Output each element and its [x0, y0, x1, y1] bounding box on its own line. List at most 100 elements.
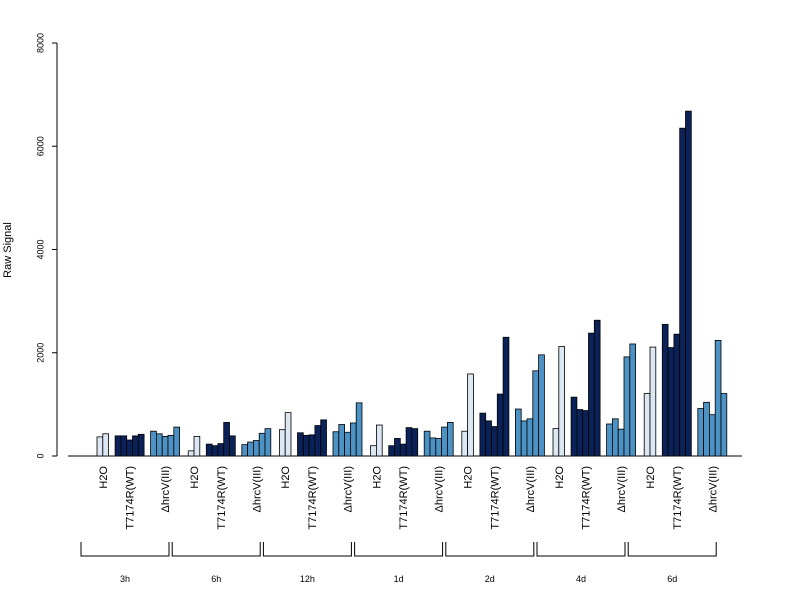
- bar: [161, 435, 169, 457]
- bar: [126, 439, 133, 457]
- bar: [558, 346, 565, 457]
- condition-label: ΔhrcV(III): [251, 466, 263, 512]
- bar: [258, 432, 266, 457]
- bar: [308, 434, 316, 457]
- condition-label: T7174R(WT): [125, 466, 137, 530]
- bar: [576, 409, 584, 457]
- bar: [241, 444, 249, 457]
- timepoint-brackets: 3h 6h 12h 1d 2d 4d 6d: [80, 542, 717, 584]
- condition-label: H2O: [280, 466, 292, 489]
- bar: [461, 430, 468, 457]
- bar: [673, 333, 681, 457]
- timepoint-label: 3h: [120, 574, 130, 584]
- condition-label: T7174R(WT): [489, 466, 501, 530]
- bar: [467, 373, 474, 457]
- bar: [515, 408, 522, 457]
- bar: [502, 336, 510, 457]
- condition-label: H2O: [463, 466, 475, 489]
- condition-label: T7174R(WT): [307, 466, 319, 530]
- bar: [588, 332, 595, 457]
- timepoint-bracket: [354, 542, 444, 557]
- bar: [629, 343, 636, 457]
- bar: [623, 356, 631, 457]
- bar: [405, 427, 413, 457]
- condition-label: ΔhrcV(III): [343, 466, 355, 512]
- bar: [532, 370, 539, 457]
- bar: [332, 431, 340, 457]
- bar: [155, 433, 163, 457]
- condition-label: H2O: [98, 466, 110, 489]
- timepoint-label: 2d: [485, 574, 495, 584]
- bar: [643, 393, 651, 457]
- bar: [284, 412, 292, 457]
- bar: [649, 346, 657, 457]
- bar: [96, 436, 104, 457]
- bar: [485, 420, 492, 457]
- bar: [264, 428, 272, 457]
- bar: [714, 339, 722, 457]
- bar: [355, 402, 363, 457]
- y-tick-label: 6000: [35, 136, 45, 156]
- bar: [223, 422, 230, 457]
- condition-label: ΔhrcV(III): [616, 466, 628, 512]
- bar: [167, 434, 175, 457]
- bar: [344, 431, 351, 457]
- bar: [394, 438, 401, 457]
- timepoint-bracket: [445, 542, 535, 557]
- bar: [388, 445, 395, 457]
- bar: [582, 410, 589, 457]
- bar: [187, 450, 195, 457]
- bar: [479, 412, 487, 457]
- bar: [617, 428, 625, 457]
- condition-label: H2O: [189, 466, 201, 489]
- bar: [526, 418, 534, 457]
- bar: [247, 441, 254, 457]
- timepoint-label: 12h: [300, 574, 315, 584]
- bar: [538, 354, 545, 457]
- timepoint-label: 4d: [576, 574, 586, 584]
- bar: [411, 428, 419, 457]
- bar: [552, 428, 560, 457]
- bar: [297, 432, 304, 457]
- bar: [593, 319, 601, 457]
- bar: [520, 420, 528, 457]
- bar: [399, 443, 407, 457]
- bar: [570, 396, 578, 457]
- bar: [496, 393, 504, 457]
- condition-label: ΔhrcV(III): [160, 466, 172, 512]
- bar: [150, 430, 157, 457]
- y-tick-label: 2000: [35, 343, 45, 363]
- y-axis: 0 2000 4000 6000 8000: [35, 33, 58, 459]
- bar: [697, 408, 704, 457]
- bar: [661, 323, 669, 457]
- bar: [423, 430, 431, 457]
- bar: [667, 347, 675, 457]
- condition-label: H2O: [554, 466, 566, 489]
- bar: [102, 433, 110, 457]
- bar: [314, 425, 322, 457]
- y-axis-label: Raw Signal: [2, 222, 14, 278]
- condition-label: T7174R(WT): [398, 466, 410, 530]
- timepoint-label: 1d: [394, 574, 404, 584]
- timepoint-bracket: [80, 542, 170, 557]
- bar: [205, 443, 213, 457]
- condition-labels: H2O T7174R(WT) ΔhrcV(III) H2O T7174R(WT) Δhrc…: [98, 466, 719, 530]
- timepoint-bracket: [171, 542, 261, 557]
- bars-layer: [96, 110, 728, 457]
- bar: [302, 434, 310, 457]
- bar: [709, 414, 716, 457]
- timepoint-label: 6h: [211, 574, 221, 584]
- timepoint-bracket: [627, 542, 717, 557]
- condition-label: ΔhrcV(III): [434, 466, 446, 512]
- y-tick-label: 4000: [35, 239, 45, 259]
- bar: [429, 437, 437, 457]
- bar: [114, 435, 122, 457]
- y-tick-label: 8000: [35, 33, 45, 53]
- timepoint-bracket: [262, 542, 352, 557]
- bar: [441, 426, 448, 457]
- bar: [370, 445, 377, 457]
- bar: [349, 422, 357, 457]
- bar: [173, 426, 181, 457]
- bar: [375, 424, 383, 457]
